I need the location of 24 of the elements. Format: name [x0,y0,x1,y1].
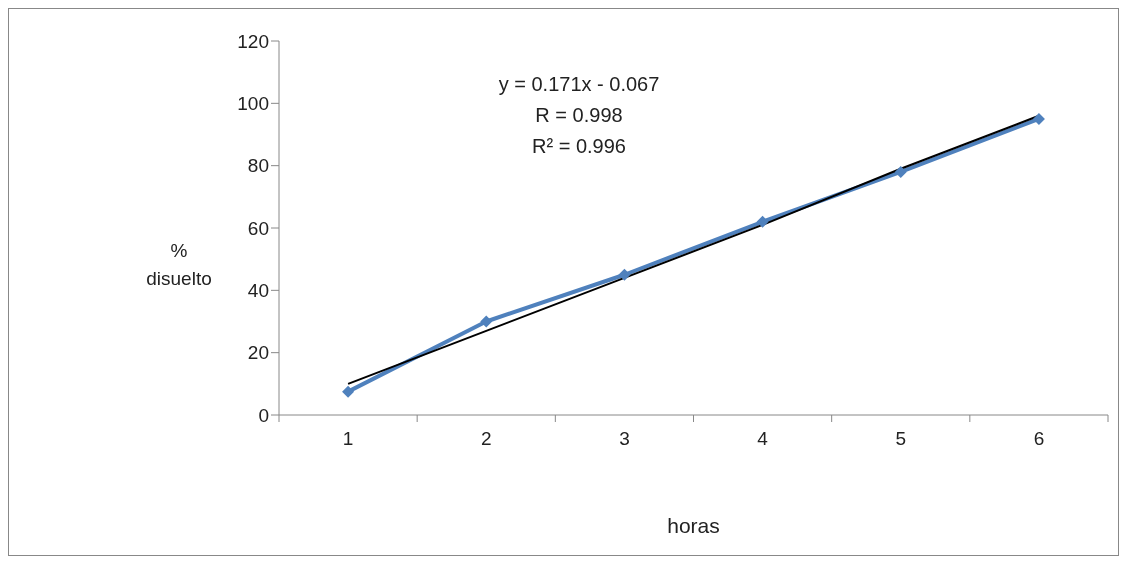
point [480,315,493,328]
x-tick-label: 4 [757,428,769,449]
point [618,268,631,281]
point [1032,112,1045,125]
x-tick-label: 3 [619,428,630,449]
y-tick-label: 100 [237,93,269,115]
point [894,165,907,178]
y-tick-label: 40 [247,280,269,302]
annotation: R² = 0.996 [531,134,627,159]
x-tick-label: 6 [1033,428,1045,449]
x-tick-label: 5 [895,428,907,449]
y-tick-label: 120 [237,30,269,52]
x-tick-label: 2 [480,428,492,449]
point [756,215,769,228]
y-tick-label: 20 [247,342,269,364]
y-tick-label: 80 [247,155,269,177]
point [342,385,355,398]
annotation: R = 0.998 [534,103,624,128]
x-axis-title: horas [666,514,721,538]
y-tick-label: 0 [258,404,269,426]
x-tick-label: 1 [342,428,354,449]
y-tick-label: 60 [247,217,269,239]
annotation: y = 0.171x - 0.067 [497,72,661,97]
y-axis-title: % disuelto [145,239,213,291]
